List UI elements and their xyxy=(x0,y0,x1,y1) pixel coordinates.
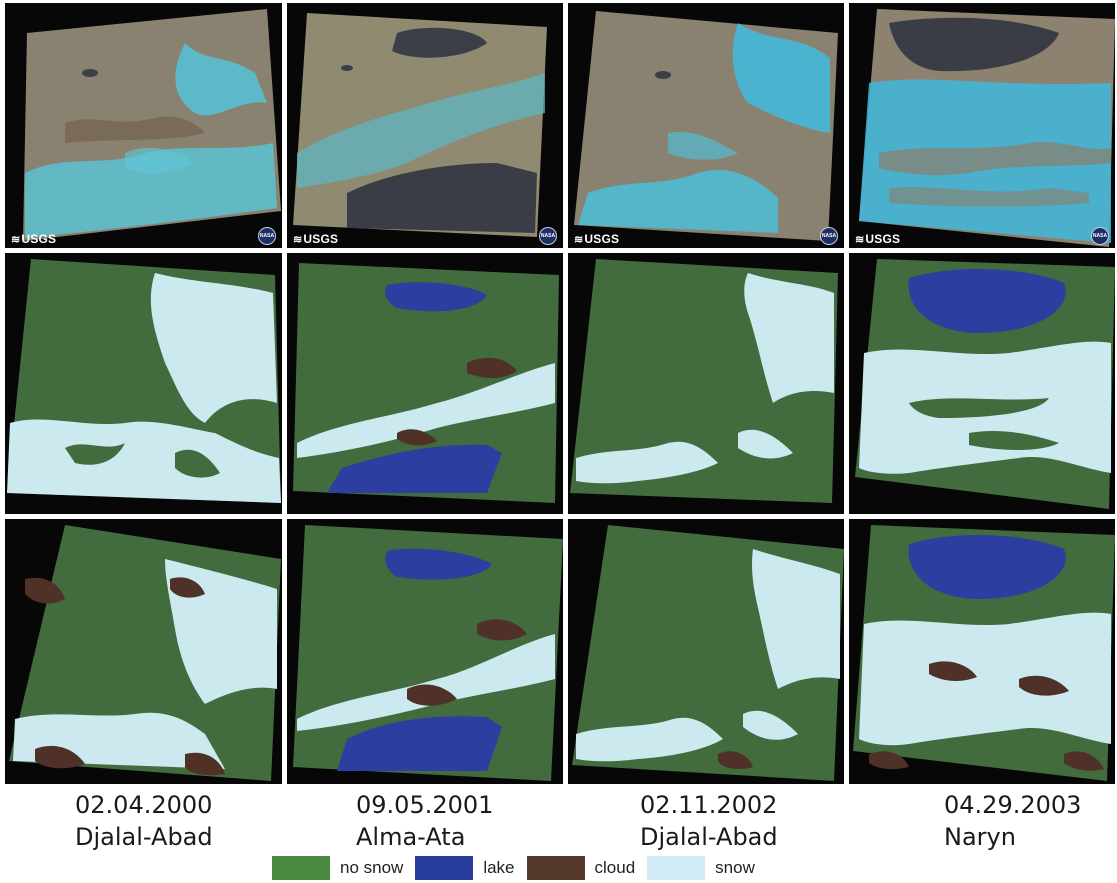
snow-map-djalal-abad-2000 xyxy=(5,253,282,514)
snow-map-alma-ata-2001 xyxy=(287,253,563,514)
cloud-map-djalal-abad-2000 xyxy=(5,519,282,784)
nasa-logo: NASA xyxy=(820,227,838,245)
column-caption-3: 02.11.2002 Djalal-Abad xyxy=(640,789,778,853)
column-caption-4: 04.29.2003 Naryn xyxy=(944,789,1081,853)
legend-item-no-snow: no snow xyxy=(272,856,403,880)
satellite-image-djalal-abad-2002: ≋USGS NASA xyxy=(568,3,844,248)
legend-item-cloud: cloud xyxy=(526,856,636,880)
nasa-logo: NASA xyxy=(1091,227,1109,245)
column-caption-2: 09.05.2001 Alma-Ata xyxy=(356,789,493,853)
satellite-image-naryn-2003: ≋USGS NASA xyxy=(849,3,1115,248)
usgs-watermark: ≋USGS xyxy=(11,232,57,246)
legend-label: lake xyxy=(483,858,515,877)
legend-label: no snow xyxy=(340,858,404,877)
legend-swatch xyxy=(415,856,474,880)
snow-map-naryn-2003 xyxy=(849,253,1115,514)
nasa-logo: NASA xyxy=(258,227,276,245)
usgs-watermark: ≋USGS xyxy=(855,232,901,246)
caption-date: 02.11.2002 xyxy=(640,791,778,819)
nasa-logo: NASA xyxy=(539,227,557,245)
legend-label: snow xyxy=(715,858,755,877)
satellite-image-alma-ata-2001: ≋USGS NASA xyxy=(287,3,563,248)
cloud-map-naryn-2003 xyxy=(849,519,1115,784)
usgs-watermark: ≋USGS xyxy=(293,232,339,246)
caption-location: Djalal-Abad xyxy=(640,823,778,851)
legend: no snow lake cloud snow xyxy=(272,855,832,881)
legend-swatch xyxy=(647,856,706,880)
caption-location: Djalal-Abad xyxy=(75,823,213,851)
legend-label: cloud xyxy=(594,858,636,877)
usgs-watermark: ≋USGS xyxy=(574,232,620,246)
caption-date: 04.29.2003 xyxy=(944,791,1082,819)
caption-date: 02.04.2000 xyxy=(75,791,213,819)
caption-location: Naryn xyxy=(944,823,1016,851)
legend-item-snow: snow xyxy=(647,856,755,880)
legend-item-lake: lake xyxy=(415,856,515,880)
snow-map-djalal-abad-2002 xyxy=(568,253,844,514)
cloud-map-alma-ata-2001 xyxy=(287,519,563,784)
satellite-image-djalal-abad-2000: ≋USGS NASA xyxy=(5,3,282,248)
legend-swatch xyxy=(272,856,330,880)
column-caption-1: 02.04.2000 Djalal-Abad xyxy=(75,789,213,853)
cloud-map-djalal-abad-2002 xyxy=(568,519,844,784)
caption-location: Alma-Ata xyxy=(356,823,466,851)
legend-swatch xyxy=(526,856,585,880)
caption-date: 09.05.2001 xyxy=(356,791,494,819)
